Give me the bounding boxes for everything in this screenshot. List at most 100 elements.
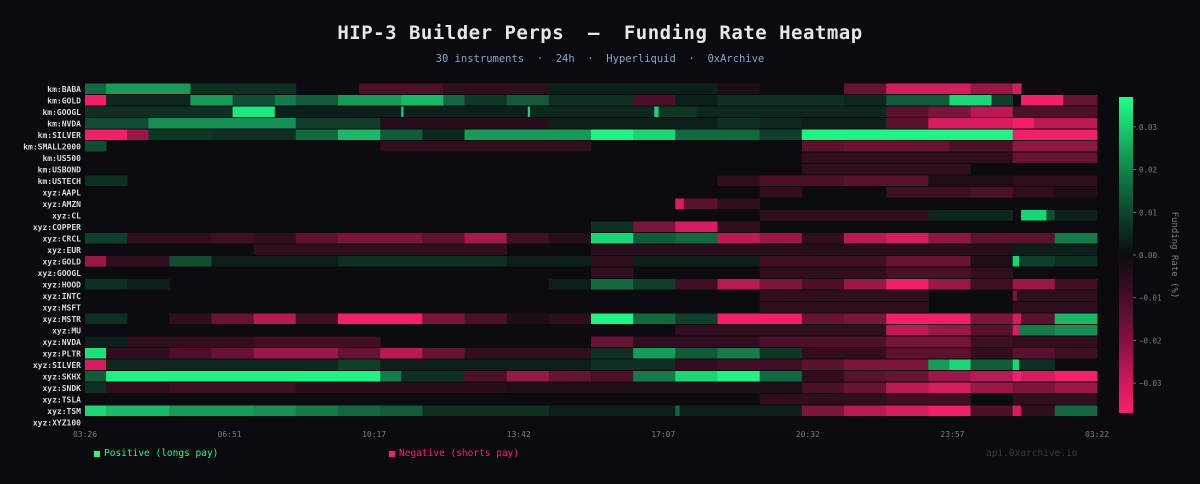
- heatmap-cell: [928, 325, 971, 336]
- heatmap-cell: [548, 95, 634, 106]
- heatmap-cell: [85, 233, 128, 244]
- heatmap-cell: [928, 210, 1013, 221]
- colorbar-tick-label: 0.01: [1139, 208, 1157, 217]
- heatmap-cell: [401, 371, 465, 382]
- heatmap-cell: [380, 348, 423, 359]
- heatmap-cell: [970, 233, 1014, 244]
- heatmap-cell: [591, 279, 634, 290]
- heatmap-cell: [1012, 141, 1098, 152]
- heatmap-cell: [844, 313, 887, 324]
- heatmap-cell: [844, 382, 887, 393]
- row-label: km:SMALL2000: [23, 142, 81, 151]
- heatmap-cell: [1016, 290, 1098, 301]
- x-tick-label: 20:32: [796, 430, 820, 439]
- heatmap-cell: [106, 405, 170, 416]
- heatmap-cell: [295, 233, 339, 244]
- heatmap-cell: [1012, 290, 1018, 301]
- heatmap-cell: [675, 129, 760, 140]
- heatmap-cell: [591, 336, 634, 347]
- heatmap-cell: [1012, 359, 1020, 370]
- x-tick-label: 03:26: [73, 430, 97, 439]
- heatmap-cell: [401, 95, 444, 106]
- heatmap-cell: [970, 405, 1014, 416]
- row-label: xyz:SILVER: [33, 361, 81, 370]
- heatmap-cell: [169, 256, 212, 267]
- heatmap-cell: [1012, 175, 1098, 186]
- heatmap-cell: [633, 95, 676, 106]
- heatmap-cell: [380, 141, 592, 152]
- heatmap-cell: [675, 348, 718, 359]
- row-label: xyz:AAPL: [42, 188, 81, 197]
- heatmap-cell: [169, 405, 254, 416]
- heatmap-cell: [801, 348, 887, 359]
- heatmap-cell: [591, 233, 634, 244]
- row-label: xyz:MSTR: [42, 315, 81, 324]
- heatmap-cell: [422, 348, 465, 359]
- heatmap-cell: [338, 95, 402, 106]
- colorbar-tick-label: −0.01: [1139, 294, 1162, 303]
- heatmap-cell: [464, 348, 592, 359]
- heatmap-cell: [548, 83, 718, 94]
- heatmap-cell: [759, 118, 803, 129]
- heatmap-cell: [338, 359, 381, 370]
- heatmap-cell: [1054, 348, 1098, 359]
- heatmap-cell: [1021, 405, 1056, 416]
- heatmap-cell: [1054, 233, 1098, 244]
- heatmap-cell: [1012, 279, 1056, 290]
- heatmap-cell: [106, 348, 170, 359]
- heatmap-cell: [106, 95, 191, 106]
- heatmap-cell: [403, 106, 529, 117]
- heatmap-cell: [591, 129, 634, 140]
- heatmap-cell: [506, 95, 550, 106]
- heatmap-cell: [759, 267, 887, 278]
- heatmap-cell: [886, 267, 971, 278]
- heatmap-cell: [338, 405, 381, 416]
- heatmap-cell: [380, 359, 592, 370]
- heatmap-cell: [886, 256, 971, 267]
- heatmap-cell: [443, 83, 550, 94]
- heatmap-cell: [717, 348, 761, 359]
- legend-positive: Positive (longs pay): [94, 448, 218, 459]
- row-labels: km:BABA km:GOLD km:GOOGL km:NVDA km:SILVER km…: [23, 85, 81, 428]
- heatmap-cell: [422, 129, 465, 140]
- heatmap-cell: [127, 233, 212, 244]
- heatmap-cell: [1054, 325, 1098, 336]
- colorbar-tick-label: 0.00: [1139, 251, 1158, 260]
- heatmap-cell: [717, 95, 761, 106]
- heatmap-cell: [1012, 394, 1098, 405]
- heatmap-cell: [675, 405, 680, 416]
- heatmap-cell: [801, 405, 845, 416]
- heatmap-cell: [253, 405, 297, 416]
- heatmap-cell: [844, 141, 950, 152]
- row-label: xyz:MU: [52, 326, 81, 335]
- heatmap-cell: [169, 382, 297, 393]
- heatmap-cell: [970, 325, 1014, 336]
- heatmap-cell: [232, 106, 276, 117]
- heatmap-cell: [295, 118, 381, 129]
- x-axis-ticks: 03:26 06:51 10:17 13:42 17:07 20:32 23:57 03:22: [73, 430, 1109, 439]
- heatmap-cell: [274, 95, 297, 106]
- heatmap-cell: [633, 233, 676, 244]
- row-label: km:GOLD: [47, 96, 81, 105]
- heatmap-cell: [633, 336, 761, 347]
- x-tick-label: 13:42: [507, 430, 531, 439]
- heatmap-cell: [190, 95, 233, 106]
- heatmap-cell: [844, 233, 887, 244]
- heatmap-cell: [211, 348, 255, 359]
- heatmap-cell: [675, 359, 718, 370]
- row-label: xyz:AMZN: [42, 200, 81, 209]
- heatmap-cell: [169, 348, 212, 359]
- heatmap-cell: [529, 106, 655, 117]
- legend-negative-swatch: [389, 450, 395, 457]
- heatmap-cell: [211, 313, 255, 324]
- heatmap-cell: [85, 83, 107, 94]
- legend-positive-swatch: [94, 450, 100, 457]
- heatmap-cell: [970, 106, 1014, 117]
- page-title: HIP-3 Builder Perps — Funding Rate Heatm…: [337, 22, 863, 44]
- heatmap-cell: [506, 313, 550, 324]
- heatmap-cell: [253, 233, 297, 244]
- heatmap-cell: [844, 359, 929, 370]
- heatmap-cell: [717, 175, 761, 186]
- heatmap-cell: [970, 313, 1014, 324]
